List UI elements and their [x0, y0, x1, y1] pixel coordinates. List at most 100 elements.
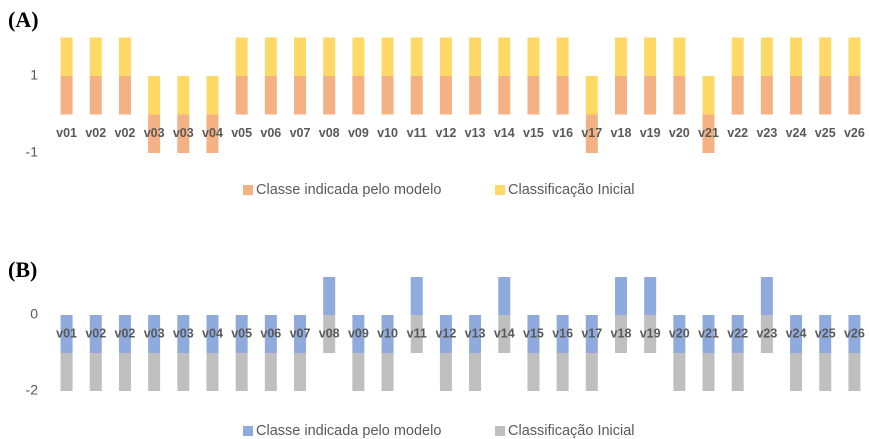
panel-title: (B) [8, 257, 37, 282]
bar-segment [294, 315, 307, 353]
x-tick-label: v16 [552, 126, 573, 140]
bar-segment [819, 315, 832, 353]
x-tick-label: v23 [756, 126, 777, 140]
x-tick-label: v19 [640, 126, 661, 140]
bar-segment [790, 37, 803, 76]
bar-segment [469, 76, 482, 115]
bar-segment [702, 315, 715, 353]
x-tick-label: v16 [552, 326, 573, 340]
bar-segment [848, 37, 861, 76]
x-tick-label: v04 [202, 326, 223, 340]
x-tick-label: v11 [407, 126, 427, 140]
bar-segment [527, 76, 540, 115]
bar-segment [323, 37, 336, 76]
bar-segment [760, 315, 773, 353]
x-tick-label: v02 [115, 126, 136, 140]
bar-segment [760, 277, 773, 315]
bar-segment [118, 76, 131, 115]
bar-segment [673, 353, 686, 391]
x-tick-label: v26 [844, 326, 865, 340]
x-tick-label: v09 [348, 126, 369, 140]
bar-segment [177, 114, 190, 153]
bar-segment [177, 353, 190, 391]
bar-segment [323, 277, 336, 315]
x-tick-label: v26 [844, 126, 865, 140]
x-tick-label: v10 [377, 126, 398, 140]
bar-segment [498, 277, 511, 315]
legend-swatch [495, 426, 505, 436]
bar-segment [206, 315, 219, 353]
bar-segment [702, 353, 715, 391]
x-tick-label: v10 [377, 326, 398, 340]
bar-segment [614, 76, 627, 115]
x-tick-label: v25 [815, 126, 836, 140]
bar-segment [410, 37, 423, 76]
bar-segment [323, 76, 336, 115]
bar-segment [148, 353, 161, 391]
bar-segment [585, 114, 598, 153]
x-tick-label: v17 [581, 326, 602, 340]
bar-segment [89, 76, 102, 115]
bar-segment [644, 277, 657, 315]
bar-segment [235, 76, 248, 115]
bar-segment [60, 315, 73, 353]
x-tick-label: v03 [144, 326, 165, 340]
bar-segment [323, 315, 336, 353]
bar-segment [235, 315, 248, 353]
bar-segment [235, 353, 248, 391]
x-tick-label: v06 [260, 126, 281, 140]
bar-segment [731, 353, 744, 391]
x-tick-label: v22 [727, 126, 748, 140]
bar-segment [702, 76, 715, 115]
legend-label: Classificação Inicial [508, 423, 635, 439]
y-tick-label: 0 [30, 306, 38, 322]
bar-segment [498, 315, 511, 353]
bar-segment [381, 76, 394, 115]
x-tick-label: v13 [465, 326, 486, 340]
bar-segment [148, 76, 161, 115]
bar-segment [819, 76, 832, 115]
bar-segment [527, 315, 540, 353]
bar-segment [614, 277, 627, 315]
bar-segment [848, 353, 861, 391]
bar-segment [731, 315, 744, 353]
panel-title: (A) [8, 7, 39, 32]
legend-swatch [243, 185, 253, 195]
bar-segment [148, 315, 161, 353]
bar-segment [264, 353, 277, 391]
bar-segment [644, 315, 657, 353]
bar-segment [118, 37, 131, 76]
bar-segment [410, 277, 423, 315]
bar-segment [644, 37, 657, 76]
x-tick-label: v15 [523, 126, 544, 140]
legend-label: Classificação Inicial [508, 182, 635, 198]
bar-segment [206, 114, 219, 153]
bar-segment [118, 315, 131, 353]
x-tick-label: v11 [407, 326, 427, 340]
bar-segment [585, 76, 598, 115]
x-tick-label: v04 [202, 126, 223, 140]
bar-segment [585, 315, 598, 353]
bar-segment [294, 37, 307, 76]
bar-segment [381, 315, 394, 353]
x-tick-label: v18 [611, 126, 632, 140]
x-tick-label: v24 [786, 326, 807, 340]
x-tick-label: v19 [640, 326, 661, 340]
legend-swatch [495, 185, 505, 195]
x-tick-label: v01 [56, 126, 77, 140]
bar-segment [410, 315, 423, 353]
legend-swatch [243, 426, 253, 436]
bar-segment [614, 37, 627, 76]
bar-segment [673, 76, 686, 115]
bar-segment [148, 114, 161, 153]
x-tick-label: v18 [611, 326, 632, 340]
y-tick-label: 1 [30, 67, 38, 83]
bar-segment [439, 315, 452, 353]
y-tick-label: -2 [26, 382, 39, 398]
x-tick-label: v13 [465, 126, 486, 140]
x-tick-label: v09 [348, 326, 369, 340]
bar-segment [381, 353, 394, 391]
x-tick-label: v03 [144, 126, 165, 140]
bar-segment [585, 353, 598, 391]
bar-segment [89, 353, 102, 391]
